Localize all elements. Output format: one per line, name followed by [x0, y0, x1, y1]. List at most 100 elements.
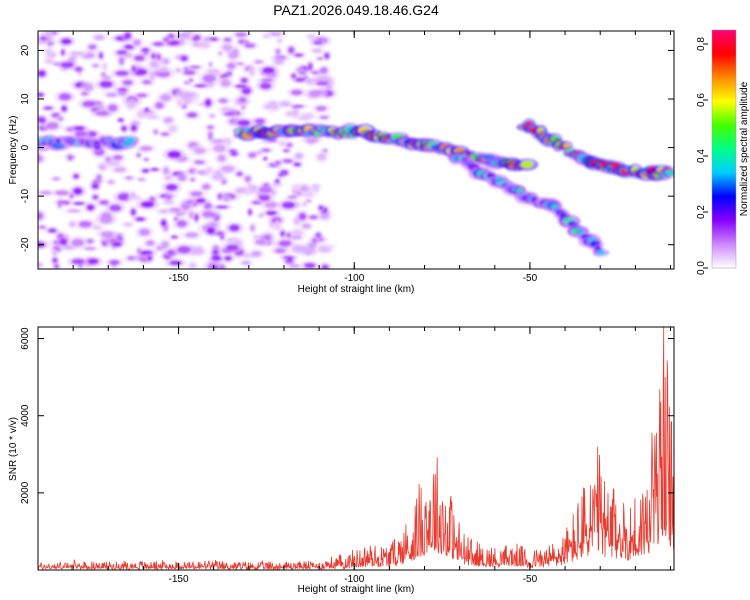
heatmap-cell: [307, 62, 313, 71]
heatmap-cell: [175, 67, 181, 73]
heatmap-cell: [279, 102, 291, 107]
heatmap-cell: [280, 230, 286, 237]
heatmap-cell: [183, 69, 196, 76]
snr-y-axis-label: SNR (10 * v/v): [8, 417, 19, 481]
axis-tick-label: 0.2: [696, 205, 707, 219]
heatmap-cell: [135, 217, 146, 222]
heatmap-cell: [130, 124, 138, 132]
heatmap-cell: [313, 41, 323, 45]
heatmap-cell: [262, 66, 275, 74]
heatmap-cell: [109, 204, 122, 212]
heatmap-cell: [287, 46, 295, 54]
colorbar-ticks: 0.0 0.2 0.4 0.6 0.8: [696, 37, 708, 275]
heatmap-cell: [188, 262, 197, 269]
heatmap-cell: [38, 147, 50, 151]
heatmap-cell: [215, 205, 229, 209]
heatmap-cell: [212, 266, 219, 269]
heatmap-cell: [230, 152, 238, 156]
heatmap-cell: [220, 79, 231, 87]
heatmap-cell: [44, 49, 52, 53]
heatmap-cell: [310, 249, 317, 253]
heatmap-cell: [193, 248, 205, 255]
heatmap-cell: [319, 115, 329, 120]
heatmap-cell: [254, 60, 264, 64]
heatmap-cell: [304, 262, 316, 269]
snr-x-axis-label: Height of straight line (km): [298, 584, 415, 595]
heatmap-cell: [71, 238, 85, 247]
heatmap-cell: [202, 183, 211, 190]
heatmap-cell: [308, 89, 323, 97]
axis-tick-label: -150: [169, 273, 189, 284]
heatmap-cell: [286, 142, 293, 148]
heatmap-cell: [287, 195, 298, 199]
heatmap-cell: [274, 248, 286, 254]
heatmap-cell: [261, 78, 274, 82]
heatmap-cell: [209, 37, 219, 42]
heatmap-cell: [101, 231, 114, 239]
heatmap-cell: [147, 255, 153, 261]
heatmap-cell: [218, 98, 228, 104]
heatmap-cell: [311, 71, 319, 75]
heatmap-cell: [254, 118, 266, 124]
heatmap-cell: [168, 125, 177, 133]
heatmap-cell: [92, 194, 99, 200]
heatmap-cell: [107, 179, 115, 185]
colorbar-label: Normalized spectral amplitude: [739, 81, 750, 216]
heatmap-cell: [223, 112, 235, 116]
heatmap-cell: [84, 246, 96, 251]
heatmap-cell: [238, 97, 247, 103]
snr-background: [38, 327, 674, 570]
heatmap-frame: [37, 30, 675, 270]
heatmap-cell: [208, 62, 213, 67]
heatmap-cell: [190, 191, 203, 197]
heatmap-cell: [164, 176, 173, 180]
heatmap-cell: [169, 260, 183, 266]
heatmap-cell: [73, 173, 80, 179]
heatmap-cell: [140, 201, 155, 208]
heatmap-cell: [92, 63, 100, 68]
heatmap-cell: [55, 190, 69, 196]
heatmap-cell: [251, 250, 262, 257]
heatmap-cell: [323, 52, 330, 60]
heatmap-cell: [211, 255, 222, 262]
heatmap-cell: [95, 111, 110, 116]
heatmap-cell: [275, 222, 280, 229]
axis-tick-label: 2000: [20, 481, 31, 504]
heatmap-cell: [188, 78, 194, 82]
heatmap-cell: [98, 52, 104, 60]
heatmap-cell: [299, 186, 309, 192]
heatmap-cell: [117, 87, 128, 91]
heatmap-cell: [609, 162, 622, 168]
heatmap-x-axis-label: Height of straight line (km): [298, 284, 415, 295]
heatmap-cell: [167, 150, 182, 159]
heatmap-cell: [193, 147, 206, 155]
heatmap-cell: [294, 152, 304, 160]
heatmap-cell: [224, 255, 232, 261]
heatmap-cell: [205, 167, 213, 173]
heatmap-cell: [145, 240, 155, 246]
axis-tick-label: 4000: [20, 404, 31, 427]
heatmap-cell: [179, 91, 193, 100]
heatmap-cell: [236, 171, 243, 177]
heatmap-cell: [38, 211, 44, 220]
heatmap-cell: [99, 80, 113, 88]
axis-tick-label: 0.4: [696, 149, 707, 163]
heatmap-cell: [249, 69, 255, 76]
heatmap-cell: [38, 262, 43, 268]
heatmap-cell: [237, 119, 251, 127]
heatmap-cell: [217, 193, 223, 200]
heatmap-cell: [144, 107, 150, 112]
axis-tick-label: -50: [523, 273, 538, 284]
heatmap-cell: [152, 41, 165, 47]
heatmap-cell: [199, 40, 211, 49]
heatmap-cell: [123, 222, 133, 227]
colorbar: 0.0 0.2 0.4 0.6 0.8 Normalized spectral ampl…: [696, 29, 750, 275]
heatmap-cell: [258, 194, 271, 202]
heatmap-cell: [287, 257, 293, 261]
heatmap-y-axis-label: Frequency (Hz): [8, 116, 19, 185]
axis-tick-label: 6000: [20, 327, 31, 350]
heatmap-cell: [39, 190, 52, 195]
chart-title: PAZ1.2026.049.18.46.G24: [273, 2, 439, 18]
heatmap-cell: [38, 116, 47, 124]
